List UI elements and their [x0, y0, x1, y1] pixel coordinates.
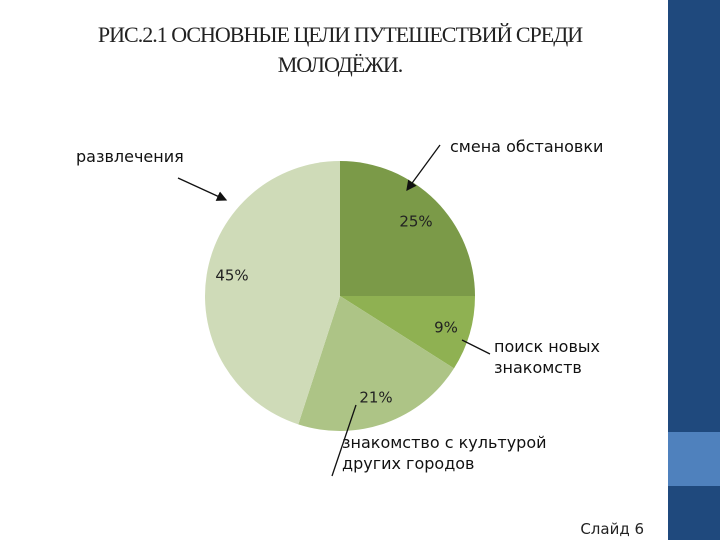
- chart-title: РИС.2.1 ОСНОВНЫЕ ЦЕЛИ ПУТЕШЕСТВИЙ СРЕДИ …: [97, 22, 583, 77]
- slide-number: Слайд 6: [580, 520, 644, 538]
- pie-slice: [204, 161, 340, 425]
- value-label: 25%: [399, 213, 432, 231]
- arrow: [331, 404, 357, 477]
- side-accent: [668, 432, 720, 486]
- pie-slice: [340, 161, 475, 296]
- pie-slice: [340, 296, 475, 369]
- value-label: 45%: [215, 267, 248, 285]
- arrow: [406, 144, 441, 192]
- category-label: поиск новых знакомств: [494, 337, 600, 377]
- value-label: 9%: [434, 319, 458, 337]
- category-label: смена обстановки: [450, 137, 604, 156]
- value-label: 21%: [359, 389, 392, 407]
- category-label: развлечения: [76, 147, 184, 166]
- category-label: знакомство с культурой других городов: [342, 433, 547, 473]
- arrow: [461, 339, 491, 355]
- arrow: [177, 177, 228, 201]
- pie-slice: [298, 296, 454, 431]
- pie: [204, 161, 475, 431]
